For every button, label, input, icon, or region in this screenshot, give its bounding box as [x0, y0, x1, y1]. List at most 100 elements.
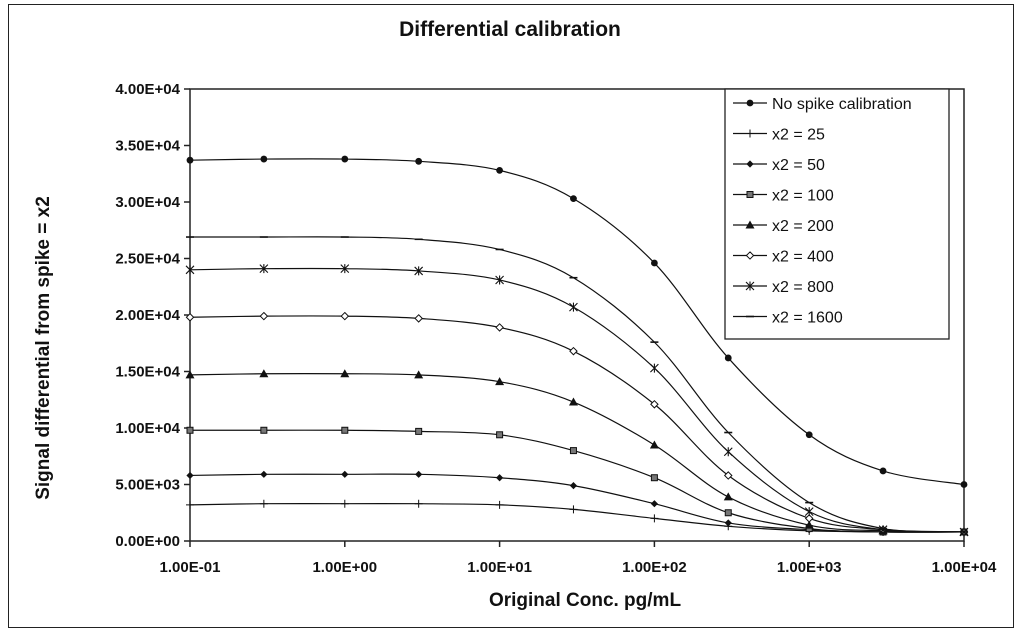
series-2-point-1: [260, 470, 268, 478]
series-line-5: [189, 315, 965, 533]
series-1-point-5: [569, 505, 578, 514]
series-line-1: [189, 503, 965, 533]
series-4-point-7: [723, 492, 733, 501]
chart-title: Differential calibration: [399, 18, 621, 41]
series-6-point-4: [495, 275, 504, 285]
series-4-point-1: [259, 369, 269, 378]
series-1-point-4: [495, 500, 504, 509]
legend-label: No spike calibration: [772, 96, 912, 113]
series-0-point-7: [724, 354, 732, 362]
series-4-point-3: [414, 370, 424, 379]
y-tick-label: 1.00E+04: [115, 420, 180, 437]
series-5-point-4: [495, 323, 504, 332]
legend-label: x2 = 200: [772, 218, 834, 235]
series-1-point-1: [259, 499, 268, 508]
x-tick-label: 1.00E+02: [622, 559, 687, 576]
series-2-point-7: [724, 519, 732, 527]
x-tick-label: 1.00E+00: [312, 559, 377, 576]
series-4-point-6: [649, 440, 659, 449]
series-0-point-4: [496, 166, 503, 174]
series-6-point-3: [414, 266, 424, 276]
series-3-point-1: [260, 426, 268, 434]
legend-label: x2 = 25: [772, 127, 825, 144]
y-tick-label: 0.00E+00: [115, 533, 180, 550]
series-0-point-5: [570, 195, 577, 203]
series-0-point-6: [651, 259, 658, 267]
series-6-point-7: [723, 447, 733, 457]
series-1-point-3: [414, 499, 423, 508]
series-0-point-2: [341, 155, 349, 163]
legend-marker: [746, 160, 754, 168]
series-0-point-9: [879, 467, 887, 475]
series-2-point-0: [186, 471, 194, 480]
legend-label: x2 = 100: [772, 188, 834, 205]
legend-marker: [746, 129, 754, 138]
series-3-point-0: [186, 426, 194, 434]
series-2-point-6: [650, 500, 658, 508]
x-tick-label: 1.00E-01: [160, 559, 221, 576]
series-3-point-4: [496, 431, 504, 439]
series-3-point-3: [415, 427, 423, 435]
series-1-point-2: [340, 499, 349, 508]
series-5-point-3: [414, 314, 423, 323]
x-tick-label: 1.00E+01: [467, 559, 532, 576]
series-5-point-1: [259, 311, 269, 321]
y-tick-label: 2.50E+04: [115, 251, 180, 268]
series-1-point-0: [186, 500, 194, 509]
legend-marker: [746, 99, 754, 107]
series-5-point-0: [185, 312, 195, 322]
series-0-point-1: [260, 155, 268, 163]
series-line-3: [190, 429, 965, 533]
series-6-point-9: [878, 525, 888, 535]
series-line-0: [189, 158, 965, 486]
y-tick-label: 4.00E+04: [115, 81, 180, 98]
series-line-6: [189, 267, 965, 533]
series-2-point-5: [569, 482, 578, 490]
y-tick-label: 2.00E+04: [115, 307, 180, 324]
series-3-point-7: [724, 509, 732, 517]
series-6-point-0: [185, 265, 195, 275]
legend-label: x2 = 800: [772, 279, 834, 296]
y-tick-label: 5.00E+03: [115, 477, 180, 494]
legend-box: [724, 88, 950, 340]
series-4-point-4: [495, 377, 505, 386]
series-2-point-3: [415, 470, 423, 478]
series-1-point-6: [650, 514, 659, 523]
series-line-4: [189, 373, 965, 533]
legend-marker: [745, 220, 755, 229]
x-tick-label: 1.00E+04: [932, 559, 997, 576]
legend-marker: [745, 281, 755, 291]
legend-label: x2 = 400: [772, 249, 834, 266]
y-tick-label: 3.50E+04: [115, 138, 180, 155]
series-3-point-5: [569, 447, 577, 455]
series-6-point-8: [804, 507, 814, 517]
series-2-point-2: [341, 470, 349, 478]
chart-frame: [8, 4, 1014, 628]
series-0-point-0: [186, 156, 194, 164]
series-6-point-2: [340, 264, 350, 274]
series-line-7: [189, 236, 965, 533]
series-3-point-2: [341, 426, 349, 434]
series-5-point-7: [723, 471, 733, 480]
legend-marker: [746, 191, 754, 198]
series-4-point-8: [804, 520, 814, 529]
series-4-point-5: [568, 397, 578, 406]
series-0-point-3: [415, 157, 423, 165]
x-axis-title: Original Conc. pg/mL: [488, 590, 682, 611]
y-tick-label: 1.50E+04: [115, 364, 180, 381]
series-6-point-5: [569, 302, 578, 312]
series-3-point-6: [650, 474, 658, 482]
series-6-point-1: [259, 264, 269, 274]
series-5-point-5: [569, 346, 578, 356]
series-6-point-6: [650, 363, 659, 373]
legend-label: x2 = 50: [772, 157, 825, 174]
series-0-point-8: [805, 431, 813, 439]
legend-marker: [745, 251, 755, 260]
legend-label: x2 = 1600: [772, 310, 843, 327]
series-5-point-6: [650, 399, 659, 409]
series-2-point-4: [496, 474, 504, 482]
y-tick-label: 3.00E+04: [115, 194, 180, 211]
series-0-point-10: [960, 481, 968, 488]
series-5-point-8: [804, 514, 814, 523]
